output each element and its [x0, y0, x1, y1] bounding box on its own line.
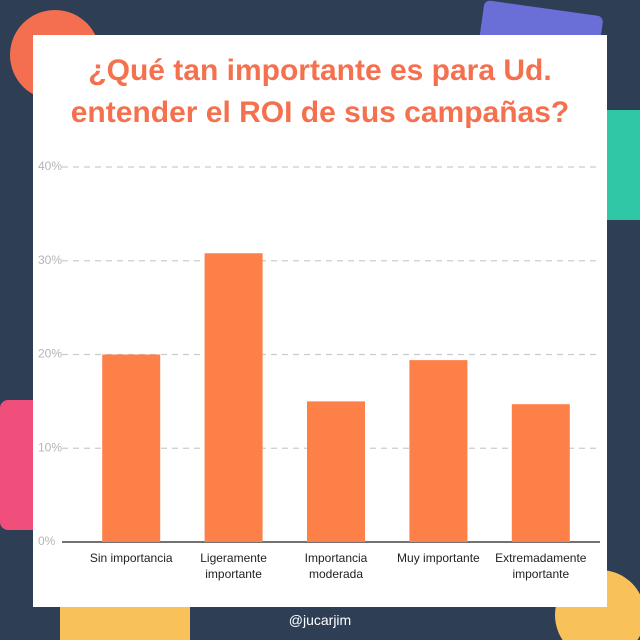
x-tick-label: Ligeramente importante	[200, 551, 267, 581]
bar	[307, 401, 365, 542]
decor	[0, 400, 40, 530]
x-tick-label: Muy importante	[397, 551, 480, 565]
bar	[204, 253, 263, 542]
chart-title: ¿Qué tan importante es para Ud. entender…	[70, 54, 570, 129]
x-tick-label: Importancia moderada	[304, 551, 368, 581]
bar	[409, 360, 468, 542]
bar	[511, 404, 570, 542]
footer: @jucarjim	[288, 612, 352, 628]
x-tick-label: Extremadamente importante	[495, 551, 587, 581]
y-tick-label: 40%	[38, 159, 62, 173]
bar	[102, 354, 161, 542]
y-tick-label: 10%	[38, 440, 62, 454]
x-tick-label: Sin importancia	[89, 551, 173, 565]
y-tick-label: 20%	[38, 347, 62, 361]
y-tick-label: 0%	[38, 534, 56, 548]
y-tick-label: 30%	[38, 253, 62, 267]
